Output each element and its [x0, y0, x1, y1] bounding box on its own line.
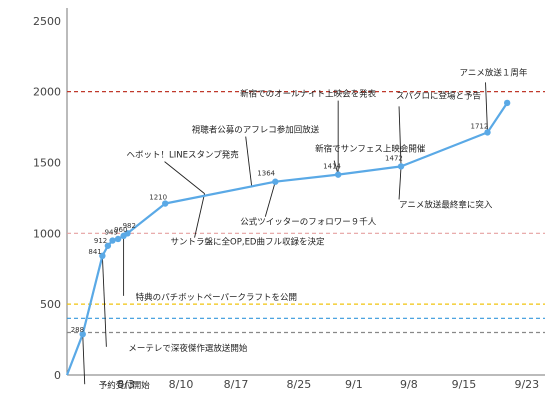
- x-tick-label: 8/25: [287, 378, 312, 391]
- data-label: 949: [105, 229, 118, 237]
- annotation-label: 視聴者公募のアフレコ参加回放送: [192, 125, 320, 136]
- annotation-label: 新宿でのオールナイト上映会を発表: [240, 89, 377, 100]
- x-tick-label: 9/8: [400, 378, 418, 391]
- data-label: 841: [88, 248, 101, 256]
- data-point: [334, 171, 342, 178]
- annotation-label: メーテレで深夜傑作選放送開始: [128, 343, 248, 354]
- data-point: [272, 178, 279, 185]
- data-point: [124, 230, 131, 237]
- data-point: [104, 242, 112, 249]
- data-point: [162, 200, 169, 207]
- y-tick-label: 2500: [33, 15, 61, 28]
- annotation-leader: [245, 136, 253, 187]
- y-tick-label: 1500: [33, 156, 61, 169]
- annotations: 予約受付開始 メーテレで深夜傑作選放送開始 特典のパチボットペーパークラフトを公開 ヘ…: [99, 67, 528, 391]
- y-tick-labels: 0 500 1000 1500 2000 2500: [33, 15, 61, 382]
- x-tick-label: 8/17: [224, 378, 249, 391]
- annotation-leader: [398, 166, 402, 200]
- y-tick-label: 500: [40, 298, 61, 311]
- y-tick-label: 0: [54, 369, 61, 382]
- x-tick-label: 8/10: [169, 378, 194, 391]
- data-point: [503, 99, 511, 107]
- annotation-label: 公式ツイッターのフォロワー９千人: [240, 217, 377, 228]
- x-tick-labels: 8/3 8/10 8/17 8/25 9/1 9/8 9/15 9/23: [117, 378, 539, 391]
- annotation-label: アニメ放送１周年: [460, 67, 528, 78]
- data-label: 982: [123, 222, 136, 230]
- y-tick-label: 2000: [33, 86, 61, 99]
- annotation-label: 予約受付開始: [99, 380, 151, 391]
- data-point: [114, 235, 122, 243]
- reference-lines: [67, 90, 545, 334]
- annotation-label: サントラ盤に全OP,ED曲フル収録を決定: [171, 237, 325, 248]
- data-label: 960: [114, 226, 127, 234]
- data-point: [397, 163, 405, 170]
- annotation-label: 新宿でサンフェス上映会開催: [315, 144, 426, 155]
- annotation-leader: [485, 82, 488, 133]
- data-point: [79, 330, 86, 338]
- data-label: 288: [71, 326, 84, 334]
- data-point: [109, 237, 116, 244]
- annotation-leader: [164, 161, 205, 194]
- data-label: 1712: [471, 122, 489, 130]
- annotation-leader: [264, 181, 276, 217]
- annotation-leader: [101, 255, 107, 347]
- annotation-label: アニメ放送最終章に突入: [399, 199, 493, 210]
- annotation-label: ヘボット！LINEスタンプ発売: [127, 150, 240, 161]
- annotation-leader: [398, 106, 402, 167]
- data-label: 1210: [149, 194, 167, 202]
- annotation-label: 特典のパチボットペーパークラフトを公開: [136, 292, 297, 303]
- data-label: 1414: [323, 163, 341, 171]
- x-tick-label: 9/15: [452, 378, 477, 391]
- annotation-leader: [194, 193, 205, 238]
- data-label: 1472: [385, 154, 403, 162]
- x-tick-label: 9/1: [345, 378, 363, 391]
- data-label: 1364: [257, 170, 275, 178]
- data-points: [79, 99, 511, 338]
- annotation-leaders: [82, 82, 488, 385]
- annotation-leader: [82, 334, 86, 385]
- data-point: [484, 129, 491, 136]
- x-tick-label: 9/23: [514, 378, 539, 391]
- annotation-label: スパクロに登場と予告: [396, 90, 481, 101]
- y-tick-label: 1000: [33, 227, 61, 240]
- data-point: [99, 252, 106, 260]
- x-tick-label: 8/3: [117, 378, 135, 391]
- data-label: 912: [94, 237, 107, 245]
